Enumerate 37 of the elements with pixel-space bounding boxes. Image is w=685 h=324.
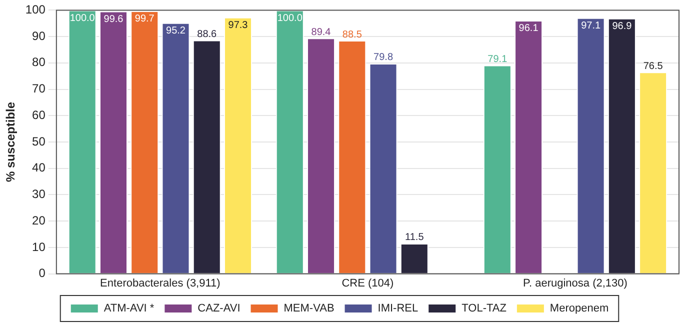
data-label: 99.6 xyxy=(104,14,124,26)
data-label: 11.5 xyxy=(405,232,424,244)
data-label: 97.1 xyxy=(581,20,601,32)
y-tick-label: 20 xyxy=(32,213,46,228)
x-tick-label: Enterobacterales (3,911) xyxy=(100,277,220,290)
legend-label: ATM-AVI * xyxy=(104,302,155,315)
legend-label: MEM-VAB xyxy=(284,302,334,315)
data-label: 88.6 xyxy=(197,29,218,40)
y-axis-title: % susceptible xyxy=(4,102,18,182)
data-label: 100.0 xyxy=(277,12,303,24)
y-tick-label: 40 xyxy=(32,160,46,175)
legend-label: TOL-TAZ xyxy=(462,302,507,315)
y-tick-label: 70 xyxy=(32,82,46,96)
data-label: 88.5 xyxy=(342,29,362,40)
y-tick-label: 30 xyxy=(32,187,46,202)
data-label: 99.7 xyxy=(134,14,155,25)
y-tick-label: 60 xyxy=(32,108,46,122)
legend-label: IMI-REL xyxy=(378,302,418,315)
data-label: 79.1 xyxy=(488,54,508,66)
y-tick-label: 90 xyxy=(32,28,46,43)
data-label: 97.3 xyxy=(228,20,248,32)
data-label: 96.9 xyxy=(612,21,632,32)
y-tick-label: 0 xyxy=(38,266,46,280)
x-tick-label: P. aeruginosa (2,130) xyxy=(523,277,628,290)
data-label: 89.4 xyxy=(311,26,332,38)
y-tick-label: 80 xyxy=(32,55,46,70)
data-label: 76.5 xyxy=(643,60,664,72)
data-label: 95.2 xyxy=(166,26,186,37)
y-tick-label: 50 xyxy=(32,134,46,148)
data-label: 96.1 xyxy=(518,23,539,34)
legend-label: CAZ-AVI xyxy=(198,302,240,315)
x-tick-label: CRE (104) xyxy=(342,277,394,290)
data-label: 100.0 xyxy=(70,12,96,24)
y-tick-label: 100 xyxy=(25,2,46,17)
y-tick-label: 10 xyxy=(32,240,46,254)
legend-label: Meropenem xyxy=(550,302,609,315)
data-label: 79.8 xyxy=(374,52,394,64)
